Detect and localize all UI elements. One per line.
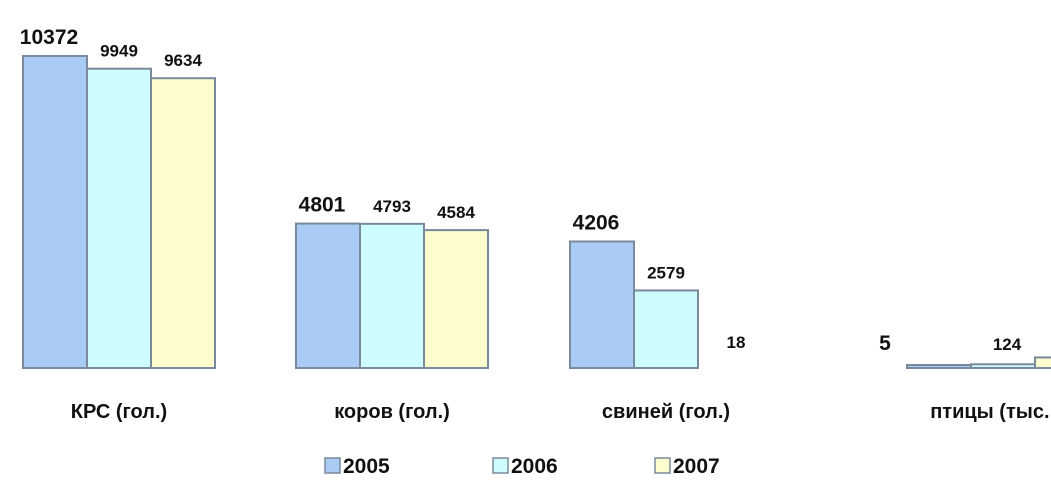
legend-label-2005: 2005 bbox=[343, 455, 390, 477]
bar-2006-1 bbox=[86, 67, 152, 370]
bars-layer bbox=[22, 55, 1051, 370]
bar-2005-2 bbox=[295, 222, 361, 369]
bar-2007-4 bbox=[1034, 356, 1051, 369]
data-label-2007-1: 9634 bbox=[164, 51, 202, 70]
bar-2007-1 bbox=[150, 77, 216, 369]
category-label-2: коров (гол.) bbox=[334, 401, 450, 423]
legend-swatch-2007 bbox=[654, 457, 671, 474]
data-label-2005-3: 4206 bbox=[573, 211, 620, 234]
legend: 2005 2006 2007 bbox=[324, 455, 720, 478]
bar-2007-2 bbox=[423, 229, 489, 369]
bar-2005-1 bbox=[22, 55, 88, 369]
category-label-4: птицы (тыс. гол.) bbox=[930, 401, 1051, 423]
data-label-2006-4: 124 bbox=[993, 335, 1022, 354]
category-labels-layer: КРС (гол.) коров (гол.) свиней (гол.) птицы… bbox=[71, 401, 1051, 423]
data-label-2006-3: 2579 bbox=[647, 263, 685, 282]
legend-label-2006: 2006 bbox=[511, 455, 558, 477]
bar-2005-4 bbox=[906, 364, 972, 369]
legend-swatch-2006 bbox=[492, 457, 509, 474]
bar-2005-3 bbox=[569, 240, 635, 369]
data-label-2006-1: 9949 bbox=[100, 42, 138, 61]
legend-swatch-2005 bbox=[324, 457, 341, 474]
data-label-2007-3: 18 bbox=[727, 333, 746, 352]
data-label-2007-2: 4584 bbox=[437, 203, 475, 222]
category-label-1: КРС (гол.) bbox=[71, 401, 167, 423]
data-label-2005-2: 4801 bbox=[299, 194, 346, 217]
data-label-2006-2: 4793 bbox=[373, 197, 411, 216]
data-label-2005-4: 5 bbox=[879, 332, 891, 355]
data-labels-layer: 1037299499634480147934584420625791851243… bbox=[20, 26, 1022, 355]
legend-label-2007: 2007 bbox=[673, 455, 720, 477]
bar-2006-2 bbox=[359, 222, 425, 369]
bar-2006-4 bbox=[970, 363, 1036, 370]
bar-2006-3 bbox=[633, 289, 699, 370]
data-label-2005-1: 10372 bbox=[20, 26, 78, 49]
category-label-3: свиней (гол.) bbox=[602, 401, 730, 423]
